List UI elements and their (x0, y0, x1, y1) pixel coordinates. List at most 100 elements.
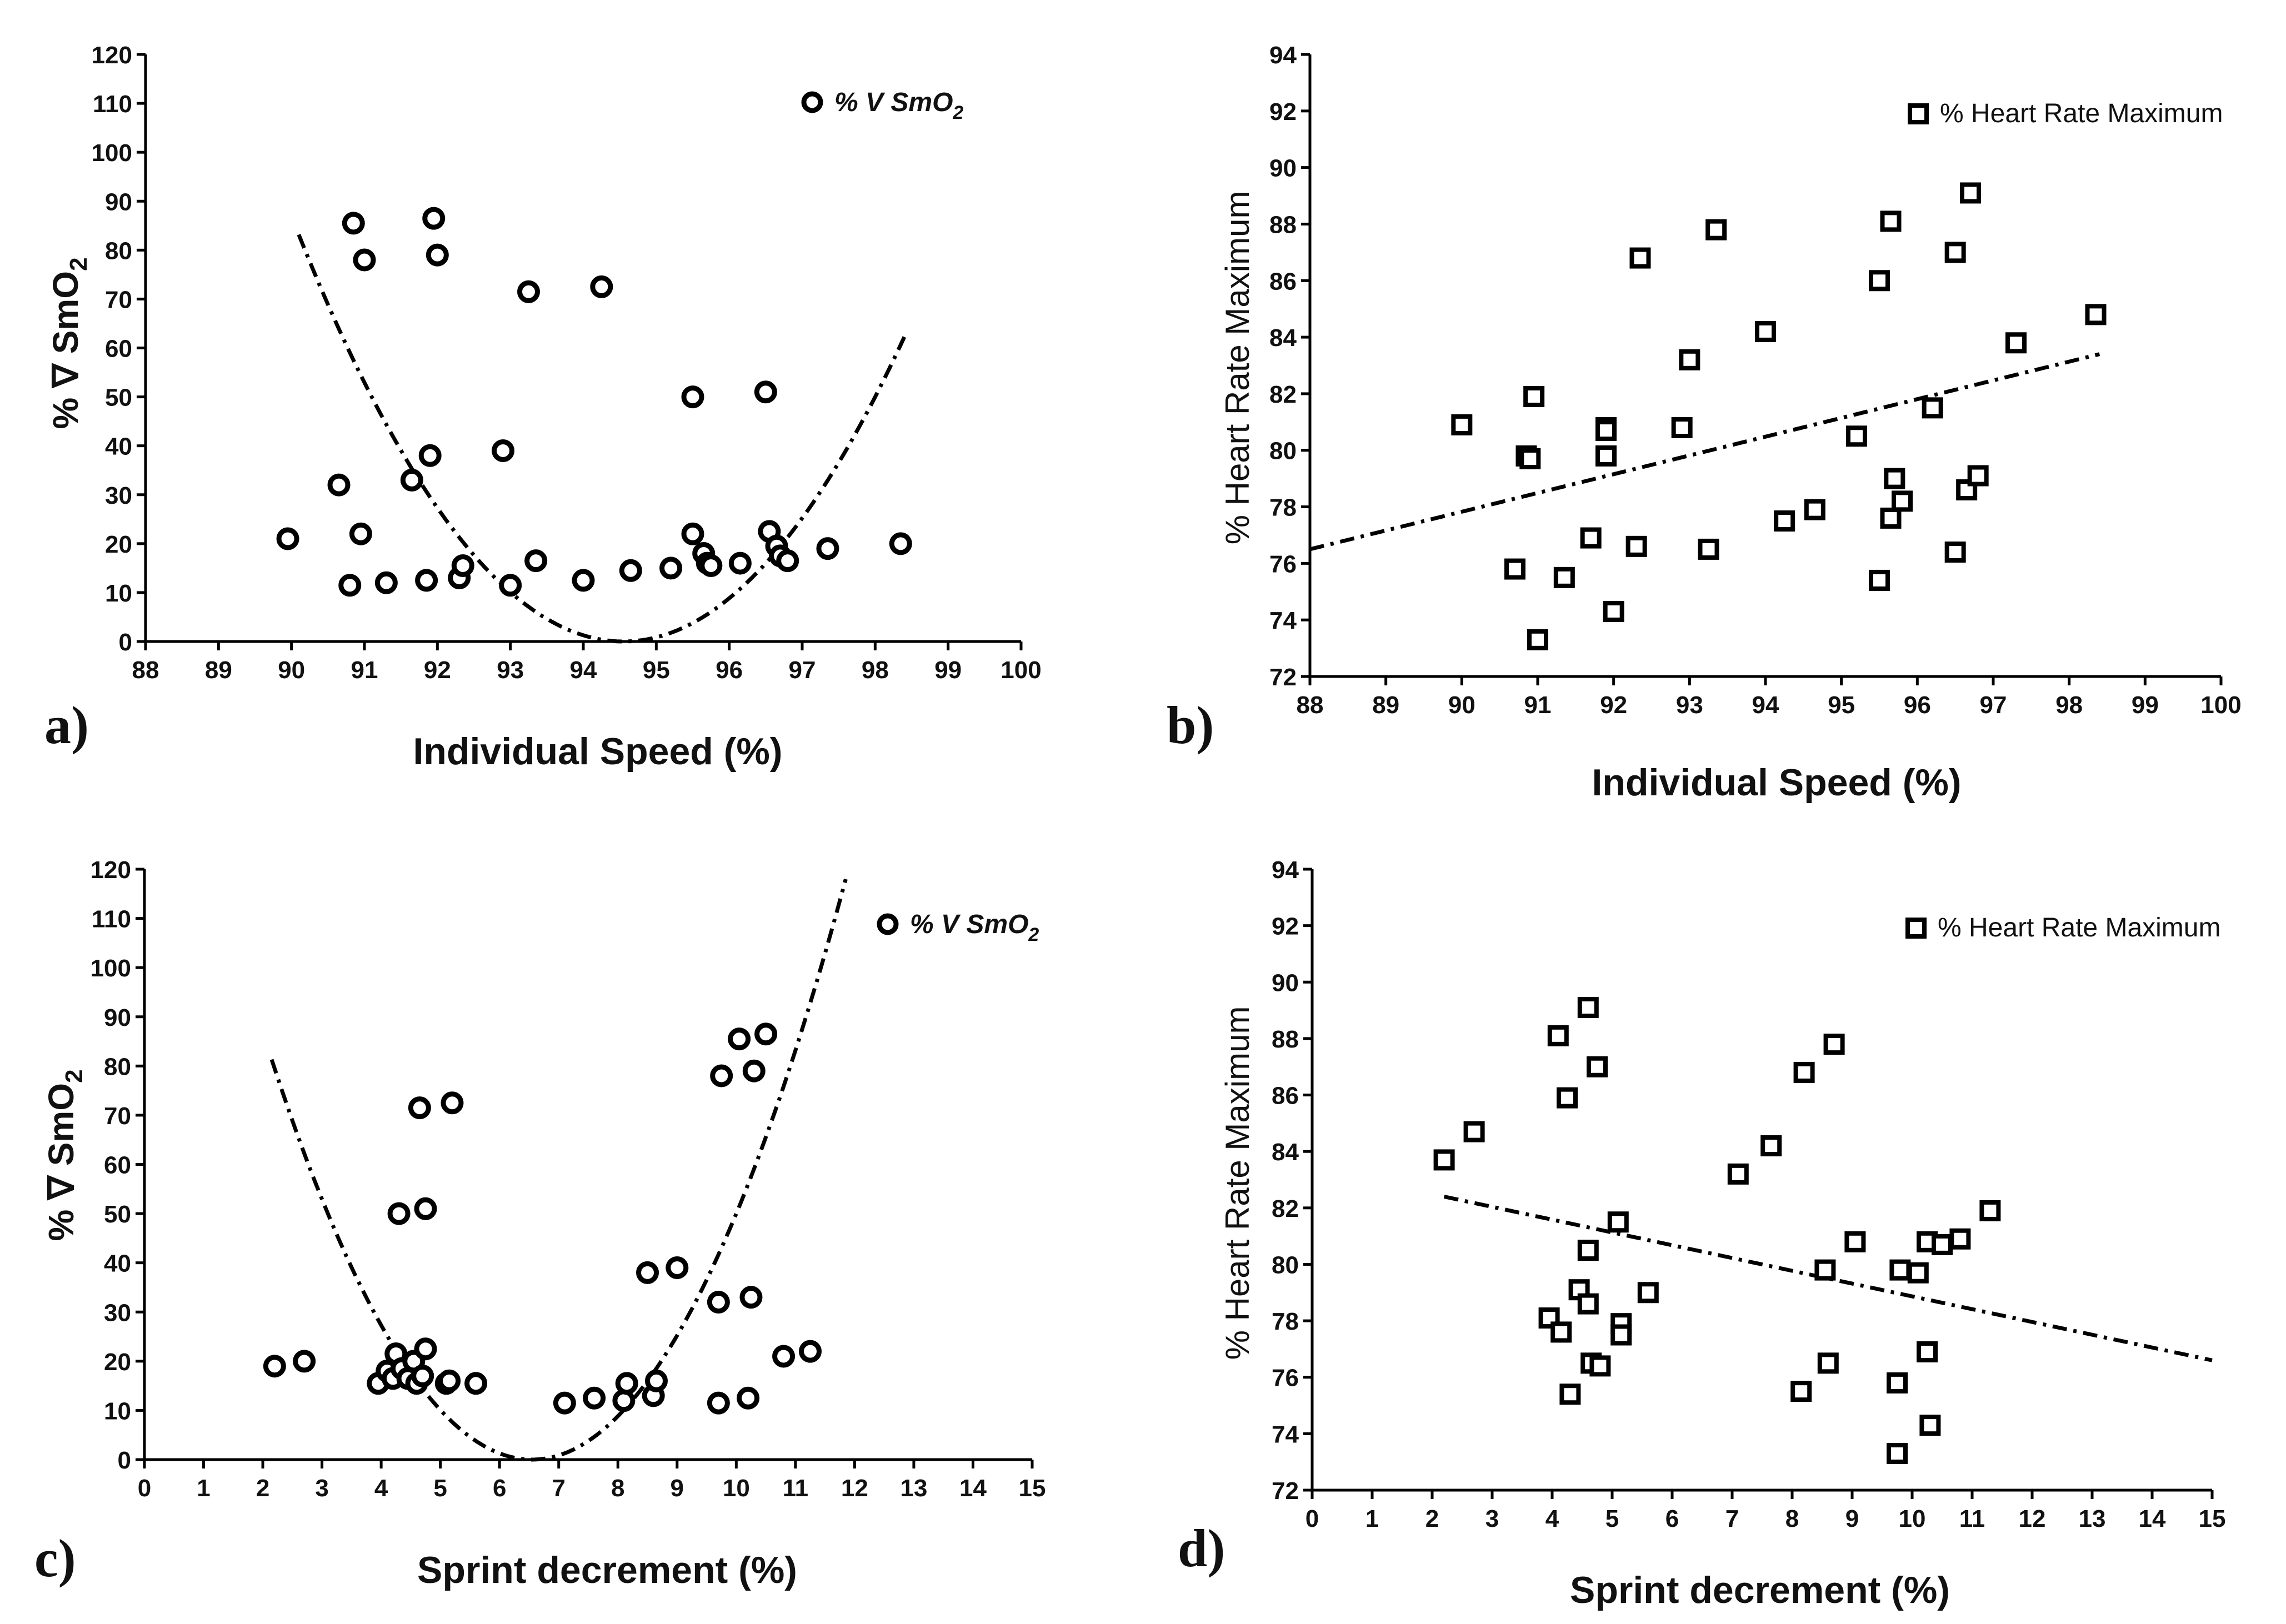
chart-b-data-point (1504, 558, 1525, 580)
chart-c-data-point (414, 1197, 437, 1220)
chart-b-data-point (1884, 468, 1905, 489)
chart-c-y-tick-label: 70 (104, 1102, 131, 1130)
chart-a-data-point (681, 522, 704, 545)
chart-a-y-tick-label: 60 (105, 335, 132, 363)
chart-d-data-point (1559, 1384, 1581, 1405)
chart-d-legend-marker (1905, 918, 1927, 939)
chart-a-data-point (517, 280, 540, 303)
chart-a-y-tick-label: 20 (105, 531, 132, 558)
chart-d-x-tick-label: 9 (1845, 1505, 1859, 1532)
chart-b-data-point (1603, 600, 1624, 622)
chart-c-y-tick-label: 100 (91, 955, 131, 982)
chart-b-data-point (1553, 567, 1575, 588)
chart-c-y-tick-label: 10 (104, 1397, 131, 1425)
chart-c-data-point (263, 1355, 286, 1378)
chart-c-data-point (408, 1096, 431, 1120)
chart-b-data-point (1892, 490, 1913, 512)
chart-d-y-tick-label: 86 (1272, 1082, 1299, 1110)
chart-a-y-tick-label: 120 (92, 42, 132, 69)
chart-c-x-tick-label: 2 (256, 1475, 269, 1502)
chart-c-x-tick-label: 3 (315, 1475, 328, 1502)
chart-c-data-point (636, 1261, 659, 1284)
chart-a-x-tick-label: 91 (351, 656, 378, 684)
chart-d-y-tick-label: 80 (1272, 1251, 1299, 1279)
chart-b-x-tick-label: 91 (1524, 691, 1552, 719)
chart-a-data-point (816, 537, 839, 560)
chart-a-data-point (327, 473, 351, 497)
chart-c-data-point (414, 1337, 437, 1361)
chart-d-data-point (1887, 1442, 1908, 1464)
chart-d-data-point (1587, 1056, 1608, 1077)
chart-d-data-point (1550, 1321, 1572, 1343)
chart-b-data-point (1922, 397, 1943, 419)
chart-c-data-point (799, 1340, 822, 1363)
chart-a-y-axis-title-text: % ∇ SmO (46, 271, 86, 429)
chart-a-y-tick-label: 90 (105, 188, 132, 215)
chart-b-x-tick-label: 89 (1372, 691, 1399, 719)
chart-b-data-point (1944, 542, 1966, 563)
chart-d-y-axis-title: % Heart Rate Maximum (1219, 1006, 1256, 1360)
chart-c-data-point (411, 1364, 434, 1387)
chart-b-x-axis-title: Individual Speed (%) (1592, 761, 1962, 804)
chart-b-y-tick-label: 76 (1269, 550, 1297, 578)
chart-b-trend-layer (1309, 352, 2100, 552)
chart-b-data-point (1869, 270, 1890, 292)
chart-c-x-tick-label: 10 (723, 1475, 750, 1502)
chart-b-y-tick-label: 90 (1269, 155, 1297, 182)
chart-d-trend-layer (1443, 1195, 2213, 1362)
chart-a-x-tick-label: 92 (424, 656, 451, 684)
chart-b-x-tick-label: 88 (1297, 691, 1324, 719)
chart-a-y-tick-label: 80 (105, 237, 132, 264)
chart-c-data-point (707, 1291, 730, 1314)
chart-b-y-axis-title: % Heart Rate Maximum (1219, 191, 1256, 545)
chart-a-x-tick-label: 96 (716, 656, 743, 684)
chart-d-data-point (1577, 1293, 1599, 1315)
chart-b-x-tick-label: 99 (2132, 691, 2159, 719)
chart-d-x-tick-label: 15 (2199, 1505, 2226, 1532)
chart-d-data-point (1727, 1163, 1749, 1185)
chart-b-legend: % Heart Rate Maximum (1908, 99, 2223, 128)
chart-d-y-tick-label: 92 (1272, 913, 1299, 940)
chart-d-x-tick-label: 3 (1485, 1505, 1499, 1532)
chart-c-x-tick-label: 14 (959, 1475, 987, 1502)
chart-b-data-point (1755, 320, 1776, 342)
chart-d-data-point (1823, 1034, 1845, 1055)
chart-c-data-point (666, 1256, 689, 1280)
chart-d-data-point (1607, 1211, 1629, 1233)
chart-c-data-point (728, 1027, 751, 1051)
chart-d-data-point (1907, 1262, 1929, 1284)
chart-a-data-point (349, 522, 372, 545)
chart-b-data-point (1705, 219, 1727, 240)
chart-a-data-point (338, 574, 362, 597)
chart-b-data-point (1523, 386, 1545, 407)
chart-b-data-point (1944, 242, 1966, 263)
chart-d-data-point (1577, 997, 1599, 1019)
chart-b-x-tick-label: 92 (1600, 691, 1627, 719)
chart-c-y-tick-label: 60 (104, 1152, 131, 1179)
chart-c-data-point (615, 1372, 638, 1395)
chart-d-x-tick-label: 12 (2019, 1505, 2046, 1532)
chart-c-x-tick-label: 8 (611, 1475, 624, 1502)
chart-a-data-point (374, 571, 398, 594)
chart-b-x-tick-label: 97 (1980, 691, 2007, 719)
chart-d-legend-label: % Heart Rate Maximum (1938, 913, 2220, 943)
chart-c-x-tick-label: 4 (374, 1475, 388, 1502)
chart-d-x-tick-label: 4 (1545, 1505, 1559, 1532)
chart-c-legend-sub: 2 (1028, 924, 1039, 945)
chart-c-legend-marker (877, 913, 899, 935)
chart-a-x-tick-label: 88 (132, 656, 159, 684)
chart-c-data-point (739, 1286, 763, 1309)
chart-b-x-tick-label: 100 (2200, 691, 2241, 719)
chart-b-data-point (1671, 417, 1693, 438)
chart-c-y-tick-label: 0 (118, 1447, 131, 1474)
chart-a-legend-marker (801, 91, 823, 113)
chart-c-y-axis-title: % ∇ SmO2 (41, 1069, 88, 1241)
chart-d-data-point (1637, 1282, 1659, 1304)
chart-b-data-point (1880, 210, 1902, 232)
chart-b-y-tick-label: 78 (1269, 494, 1297, 522)
chart-c-data-point (441, 1091, 464, 1115)
chart-b-x-tick-label: 93 (1676, 691, 1703, 719)
chart-a-x-tick-label: 97 (789, 656, 816, 684)
